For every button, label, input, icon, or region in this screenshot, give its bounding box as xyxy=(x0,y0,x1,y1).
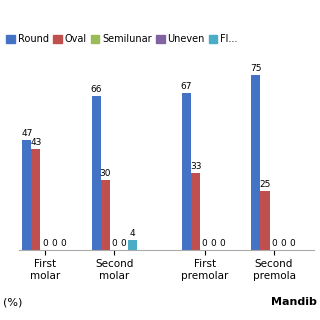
Bar xyxy=(31,149,40,250)
Text: 0: 0 xyxy=(220,239,226,248)
Text: 67: 67 xyxy=(181,82,192,91)
Text: 0: 0 xyxy=(42,239,48,248)
Text: 43: 43 xyxy=(30,138,42,148)
Text: 0: 0 xyxy=(60,239,66,248)
Bar xyxy=(191,172,200,250)
Text: 4: 4 xyxy=(130,229,135,238)
Bar xyxy=(128,240,137,250)
Text: 0: 0 xyxy=(202,239,207,248)
Text: 25: 25 xyxy=(259,180,271,189)
Bar xyxy=(92,96,101,250)
Bar xyxy=(260,191,269,250)
Bar xyxy=(252,75,260,250)
Legend: Round, Oval, Semilunar, Uneven, Fl...: Round, Oval, Semilunar, Uneven, Fl... xyxy=(6,34,238,44)
Text: 47: 47 xyxy=(21,129,33,138)
Text: 0: 0 xyxy=(111,239,117,248)
Text: Mandib: Mandib xyxy=(271,297,317,307)
Text: 75: 75 xyxy=(250,64,262,73)
Text: 0: 0 xyxy=(289,239,295,248)
Bar xyxy=(22,140,31,250)
Bar xyxy=(182,93,191,250)
Text: 0: 0 xyxy=(271,239,277,248)
Text: 0: 0 xyxy=(51,239,57,248)
Text: 0: 0 xyxy=(211,239,217,248)
Text: 0: 0 xyxy=(120,239,126,248)
Bar xyxy=(101,180,110,250)
Text: 66: 66 xyxy=(91,85,102,94)
Text: (%): (%) xyxy=(3,297,23,307)
Text: 30: 30 xyxy=(100,169,111,178)
Text: 33: 33 xyxy=(190,162,201,171)
Text: 0: 0 xyxy=(280,239,286,248)
